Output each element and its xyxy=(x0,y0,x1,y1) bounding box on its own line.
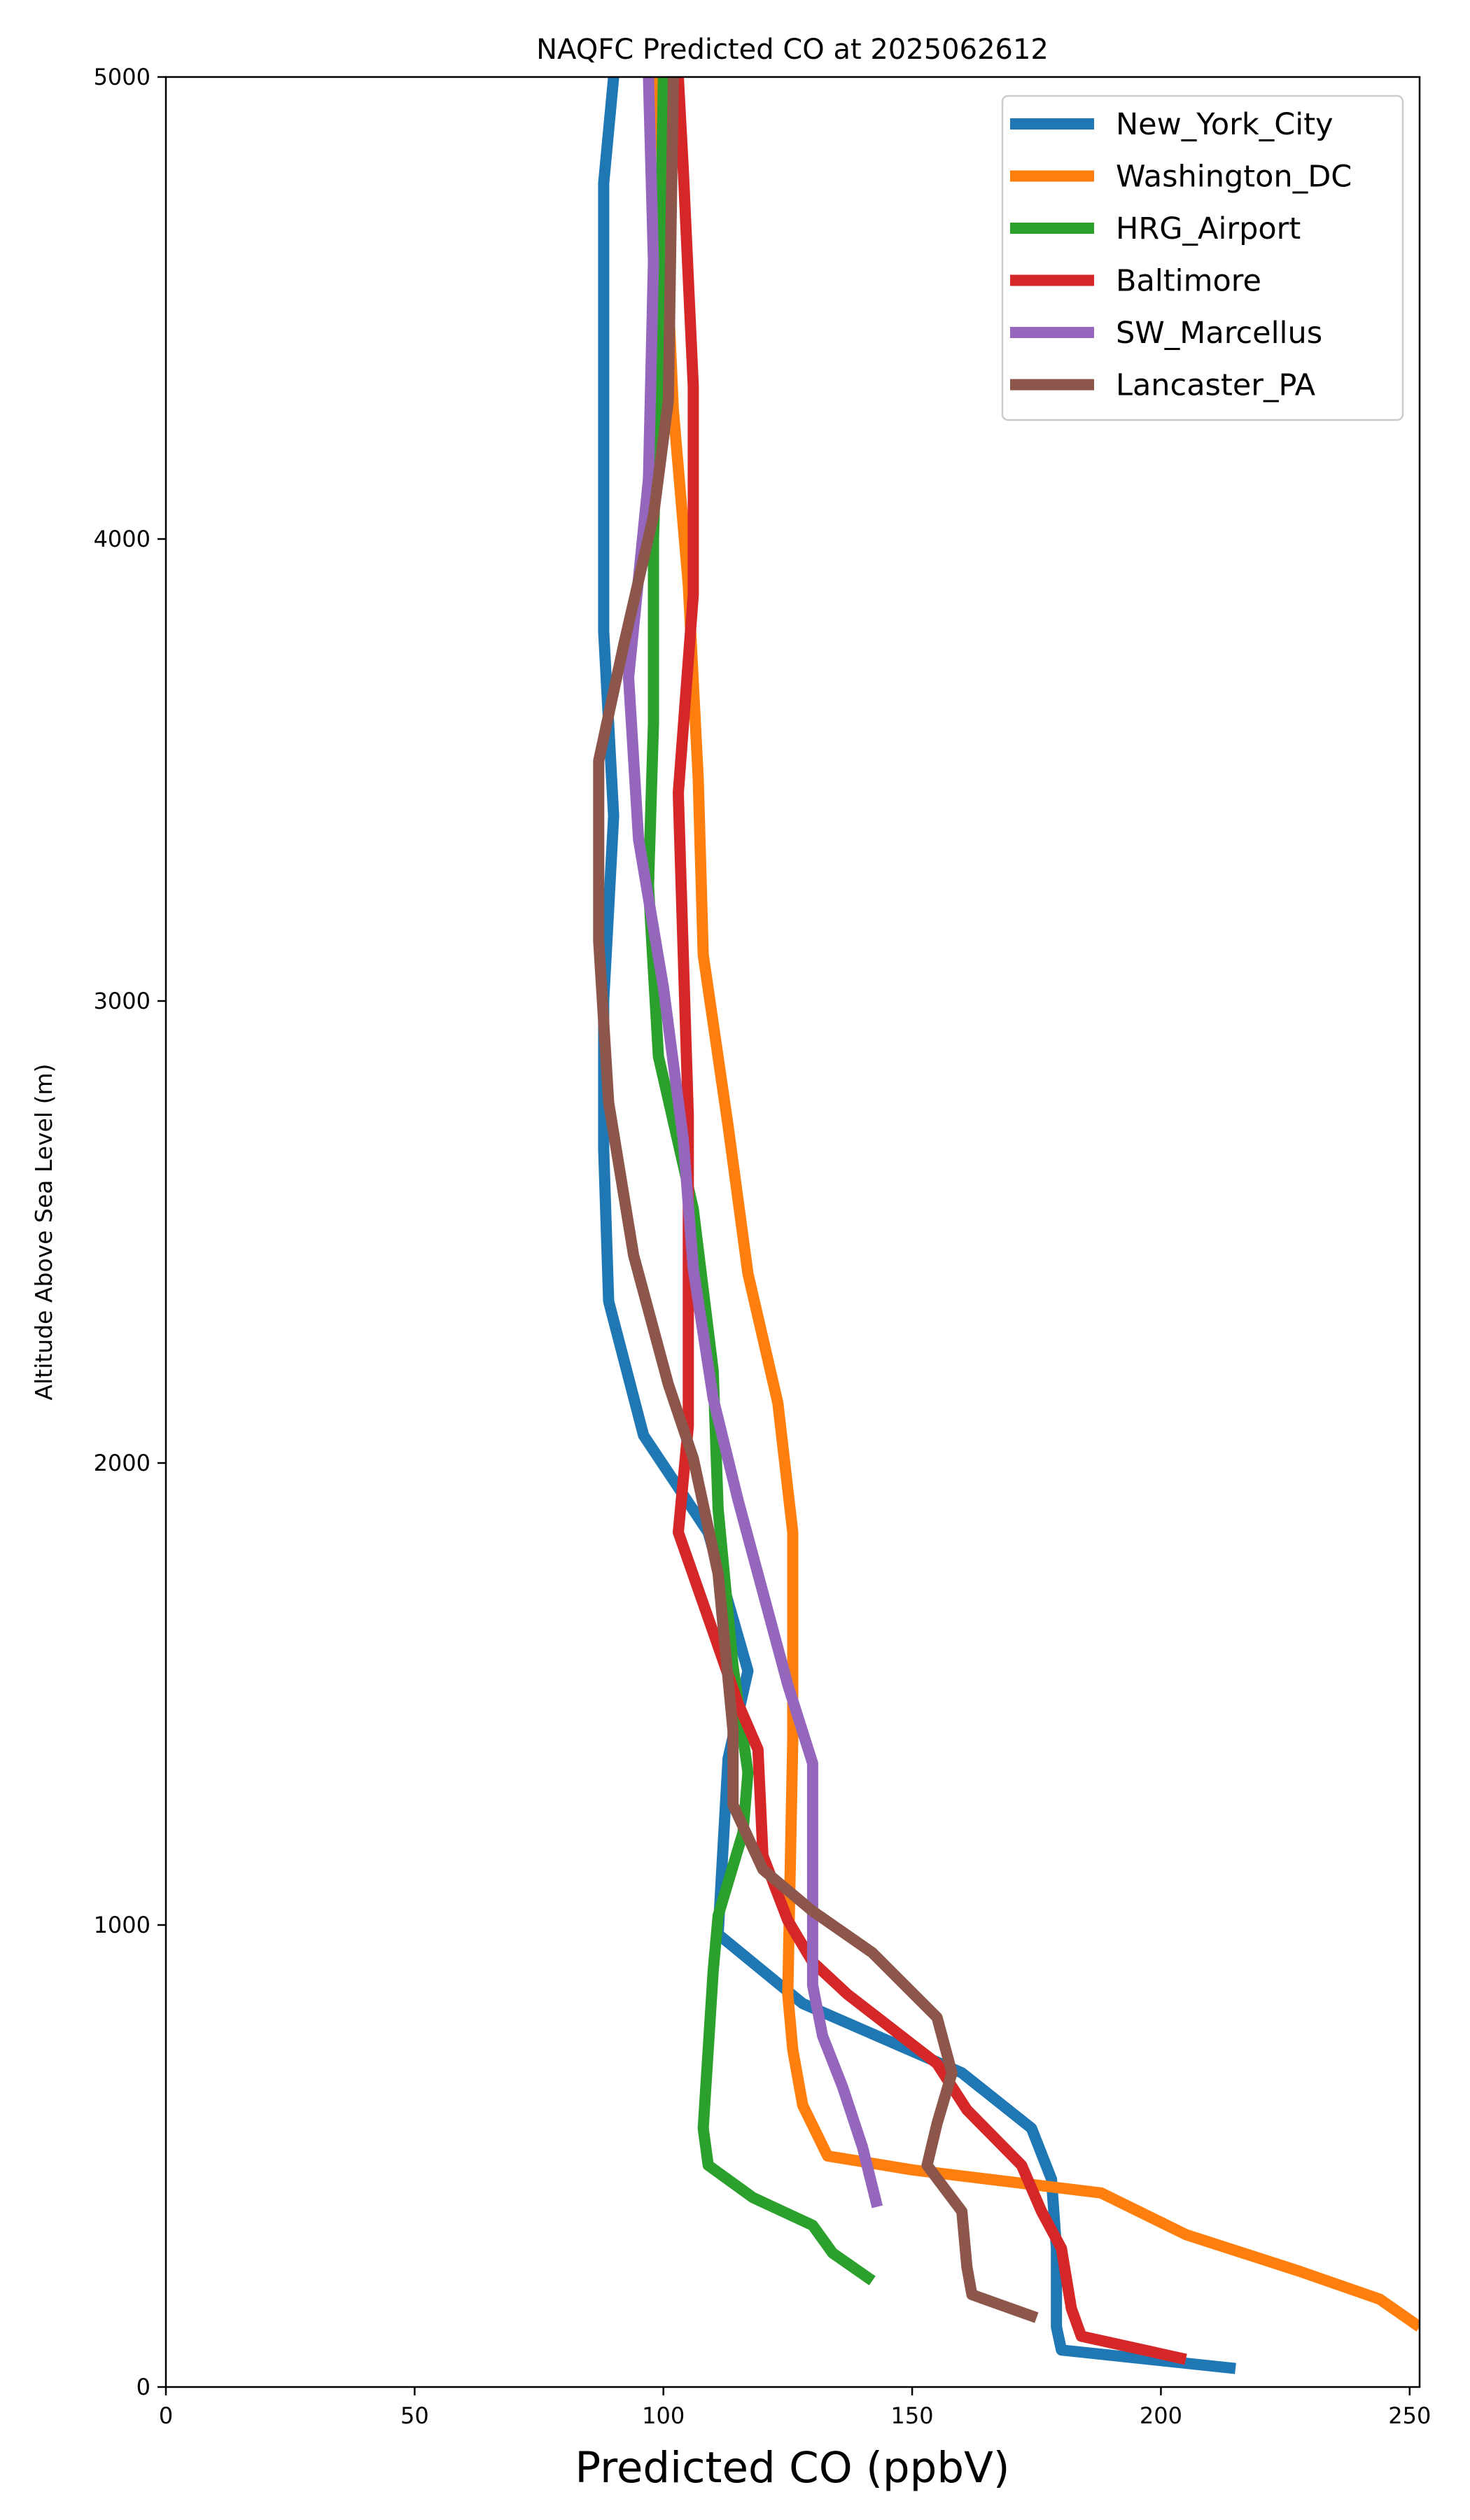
y-tick-label: 0 xyxy=(136,2374,150,2400)
series-line-1 xyxy=(652,77,1420,2332)
y-axis-ticks: 0 1000 2000 3000 4000 5000 xyxy=(94,64,166,2400)
x-tick-label: 200 xyxy=(1140,2402,1182,2429)
x-tick-label: 0 xyxy=(159,2402,173,2429)
legend-label: HRG_Airport xyxy=(1116,211,1301,246)
x-tick-label: 50 xyxy=(400,2402,429,2429)
y-tick-label: 2000 xyxy=(94,1450,150,1476)
x-axis-label: Predicted CO (ppbV) xyxy=(575,2443,1009,2493)
legend-label: New_York_City xyxy=(1116,107,1334,142)
plot-frame xyxy=(164,76,1421,2388)
series-line-3 xyxy=(673,77,1187,2365)
plot-lines xyxy=(593,77,1420,2374)
legend-label: Washington_DC xyxy=(1116,160,1352,195)
x-tick-label: 150 xyxy=(891,2402,934,2429)
legend-box xyxy=(1001,94,1404,421)
chart-title: NAQFC Predicted CO at 2025062612 xyxy=(536,34,1049,66)
legend: New_York_City Washington_DC HRG_Airport Bal… xyxy=(1001,94,1404,421)
legend-label: Lancaster_PA xyxy=(1116,368,1316,403)
legend-label: SW_Marcellus xyxy=(1116,316,1322,351)
x-tick-label: 100 xyxy=(642,2402,685,2429)
series-line-5 xyxy=(593,77,1039,2323)
y-tick-label: 5000 xyxy=(94,64,150,90)
x-tick-label: 250 xyxy=(1388,2402,1431,2429)
legend-entries: New_York_City Washington_DC HRG_Airport Bal… xyxy=(1010,107,1352,403)
y-axis-label: Altitude Above Sea Level (m) xyxy=(30,1064,57,1401)
y-tick-label: 1000 xyxy=(94,1912,150,1938)
legend-label: Baltimore xyxy=(1116,264,1261,299)
y-tick-label: 4000 xyxy=(94,526,150,552)
x-axis-ticks: 0 50 100 150 200 250 xyxy=(159,2387,1431,2429)
y-tick-label: 3000 xyxy=(94,988,150,1014)
series-line-4 xyxy=(623,77,883,2208)
